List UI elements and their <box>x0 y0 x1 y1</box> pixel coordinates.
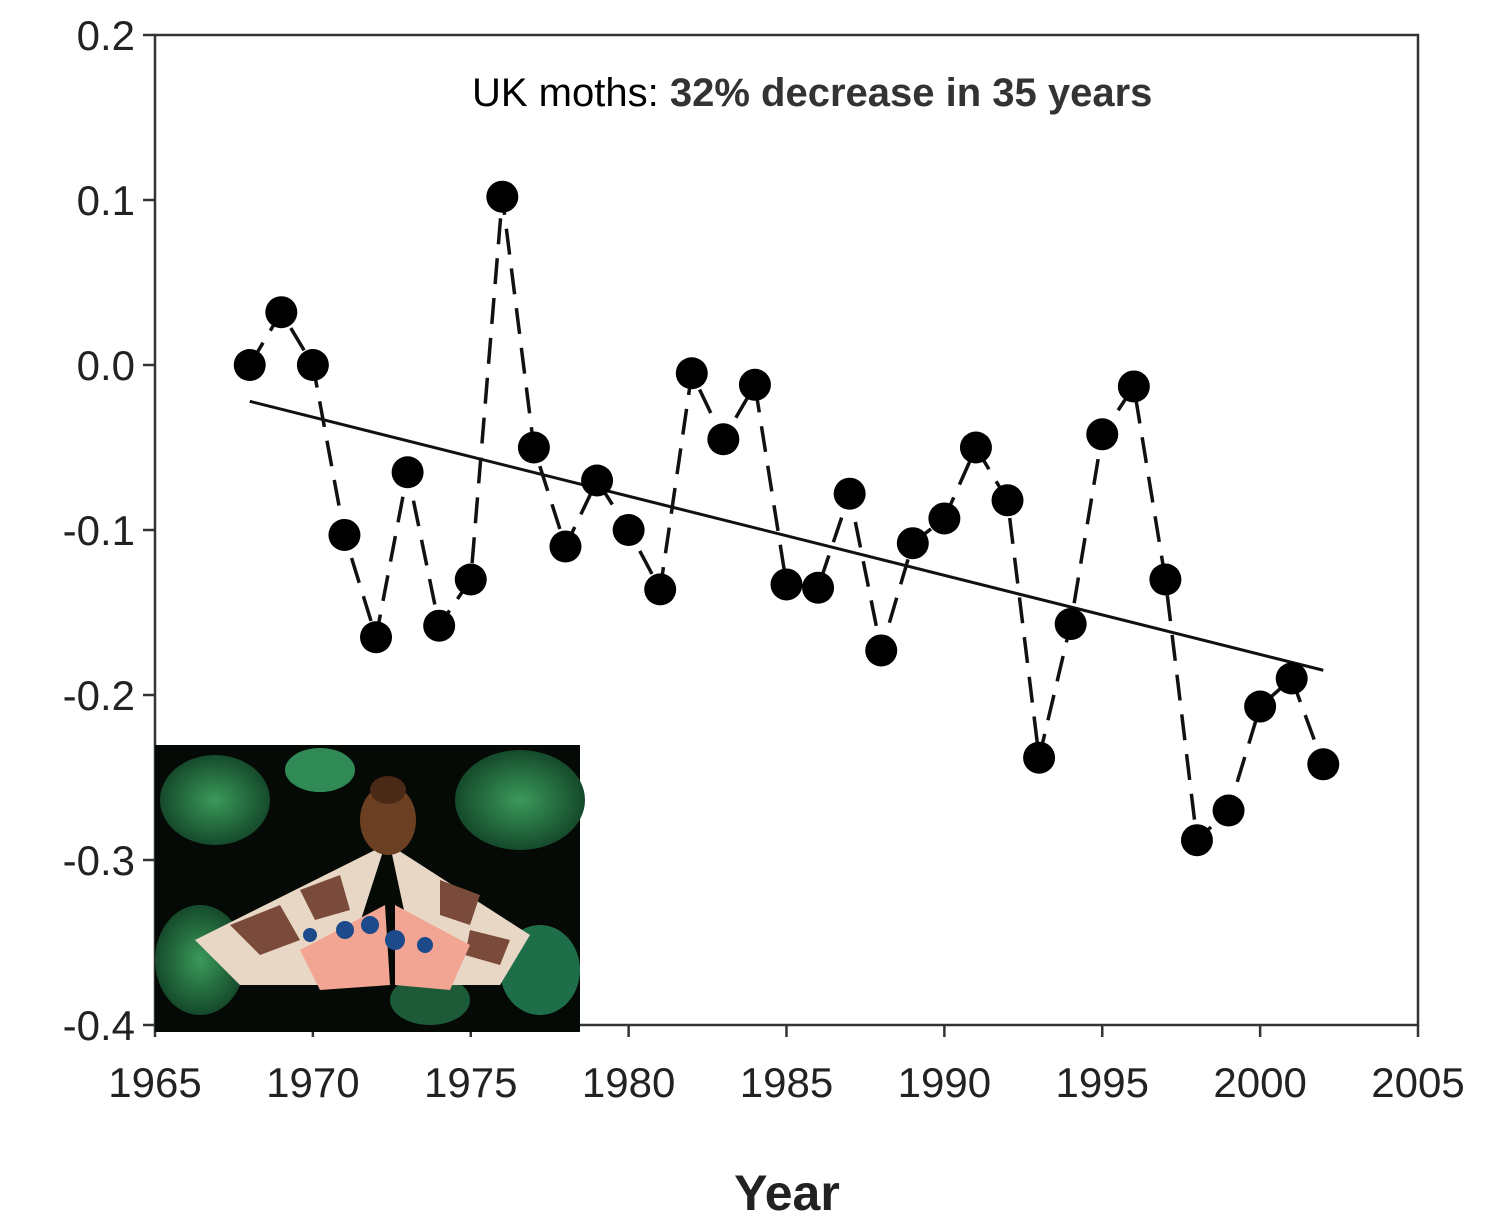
x-tick-label: 1995 <box>1056 1059 1149 1106</box>
data-point <box>1054 608 1087 641</box>
data-point <box>391 456 424 489</box>
data-point <box>959 431 992 464</box>
data-point <box>296 349 329 381</box>
y-tick-label: 0.2 <box>77 12 135 59</box>
data-point <box>1275 662 1308 695</box>
trend-line <box>249 399 1324 672</box>
y-tick-label: -0.1 <box>63 507 135 554</box>
data-point <box>549 530 582 563</box>
data-point <box>738 368 771 401</box>
y-tick-label: -0.2 <box>63 672 135 719</box>
data-point <box>1212 794 1245 827</box>
y-axis: 0.2 0.1 0.0 -0.1 -0.2 -0.3 -0.4 <box>63 12 155 1049</box>
x-tick-label: 1990 <box>898 1059 991 1106</box>
data-point <box>1023 741 1056 774</box>
annotation-prefix: UK moths: <box>472 71 670 115</box>
data-point <box>1086 418 1119 451</box>
data-point <box>644 573 677 606</box>
data-point <box>833 477 866 510</box>
data-point <box>991 484 1024 517</box>
data-point <box>486 180 519 213</box>
x-tick-label: 2005 <box>1371 1059 1464 1106</box>
y-tick-label: 0.1 <box>77 177 135 224</box>
x-tick-label: 1965 <box>108 1059 201 1106</box>
x-axis: 1965 1970 1975 1980 1985 1990 1995 2000 2005 <box>108 1025 1465 1106</box>
x-tick-label: 1985 <box>740 1059 833 1106</box>
data-point <box>517 431 550 464</box>
data-point <box>423 609 456 642</box>
annotation-emphasis: 32% decrease in 35 years <box>670 71 1153 115</box>
data-point <box>928 502 961 535</box>
data-point <box>1117 370 1150 403</box>
series-layer <box>233 180 1340 857</box>
y-tick-label: -0.3 <box>63 837 135 884</box>
y-tick-label: 0.0 <box>77 342 135 389</box>
data-point <box>1307 748 1340 781</box>
y-tick-label: -0.4 <box>63 1002 135 1049</box>
data-point <box>360 621 393 654</box>
data-point <box>1244 690 1277 723</box>
data-point <box>1149 563 1182 596</box>
data-point <box>265 296 298 329</box>
data-point <box>233 349 266 381</box>
x-tick-label: 1975 <box>424 1059 517 1106</box>
x-axis-title: Year <box>734 1165 840 1221</box>
annotation: UK moths: 32% decrease in 35 years <box>472 71 1152 115</box>
data-point <box>865 634 898 667</box>
data-point <box>581 464 614 497</box>
data-point <box>896 527 929 560</box>
data-point <box>612 514 645 546</box>
moth-photo-inset <box>155 745 585 1032</box>
data-point <box>1180 824 1213 857</box>
data-point <box>454 563 487 596</box>
x-tick-label: 1980 <box>582 1059 675 1106</box>
series-dashed-line <box>248 196 1325 844</box>
data-point <box>802 571 835 604</box>
data-point <box>707 423 740 456</box>
x-tick-label: 2000 <box>1213 1059 1306 1106</box>
x-tick-label: 1970 <box>266 1059 359 1106</box>
data-point <box>328 518 361 551</box>
data-point <box>770 568 803 601</box>
data-point <box>675 357 708 390</box>
